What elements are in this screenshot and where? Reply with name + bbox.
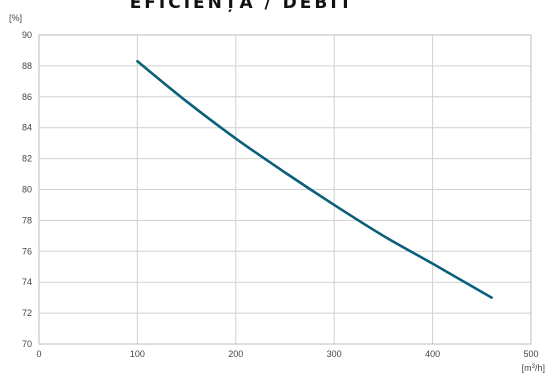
x-tick-label: 400 (425, 349, 440, 359)
y-tick-label: 82 (22, 154, 32, 164)
x-axis-label-tail: /h] (535, 363, 545, 373)
y-tick-label: 88 (22, 61, 32, 71)
y-tick-label: 84 (22, 123, 32, 133)
y-tick-label: 76 (22, 246, 32, 256)
chart-title: EFICIENȚA / DEBIT (130, 0, 355, 13)
x-axis-label-superscript: 3 (532, 364, 536, 370)
y-tick-label: 78 (22, 215, 32, 225)
x-tick-label: 300 (327, 349, 342, 359)
x-tick-label: 0 (36, 349, 41, 359)
y-tick-label: 80 (22, 185, 32, 195)
y-axis-ticks: 70 72 74 76 78 80 82 84 86 88 90 (22, 30, 32, 349)
grid-lines (38, 34, 532, 345)
y-tick-label: 70 (22, 339, 32, 349)
series-group (136, 59, 493, 299)
y-tick-label: 72 (22, 308, 32, 318)
x-tick-label: 100 (130, 349, 145, 359)
y-tick-label: 86 (22, 92, 32, 102)
plot-frame (38, 34, 532, 345)
x-axis-label-main: [m (522, 363, 532, 373)
x-tick-label: 200 (228, 349, 243, 359)
y-tick-label: 74 (22, 277, 32, 287)
x-axis-label: [m3/h] (522, 363, 545, 373)
x-tick-label: 500 (523, 349, 538, 359)
y-tick-label: 90 (22, 30, 32, 40)
series-line (136, 59, 493, 299)
y-axis-label: [%] (9, 13, 22, 23)
x-axis-ticks: 0 100 200 300 400 500 (36, 349, 538, 359)
